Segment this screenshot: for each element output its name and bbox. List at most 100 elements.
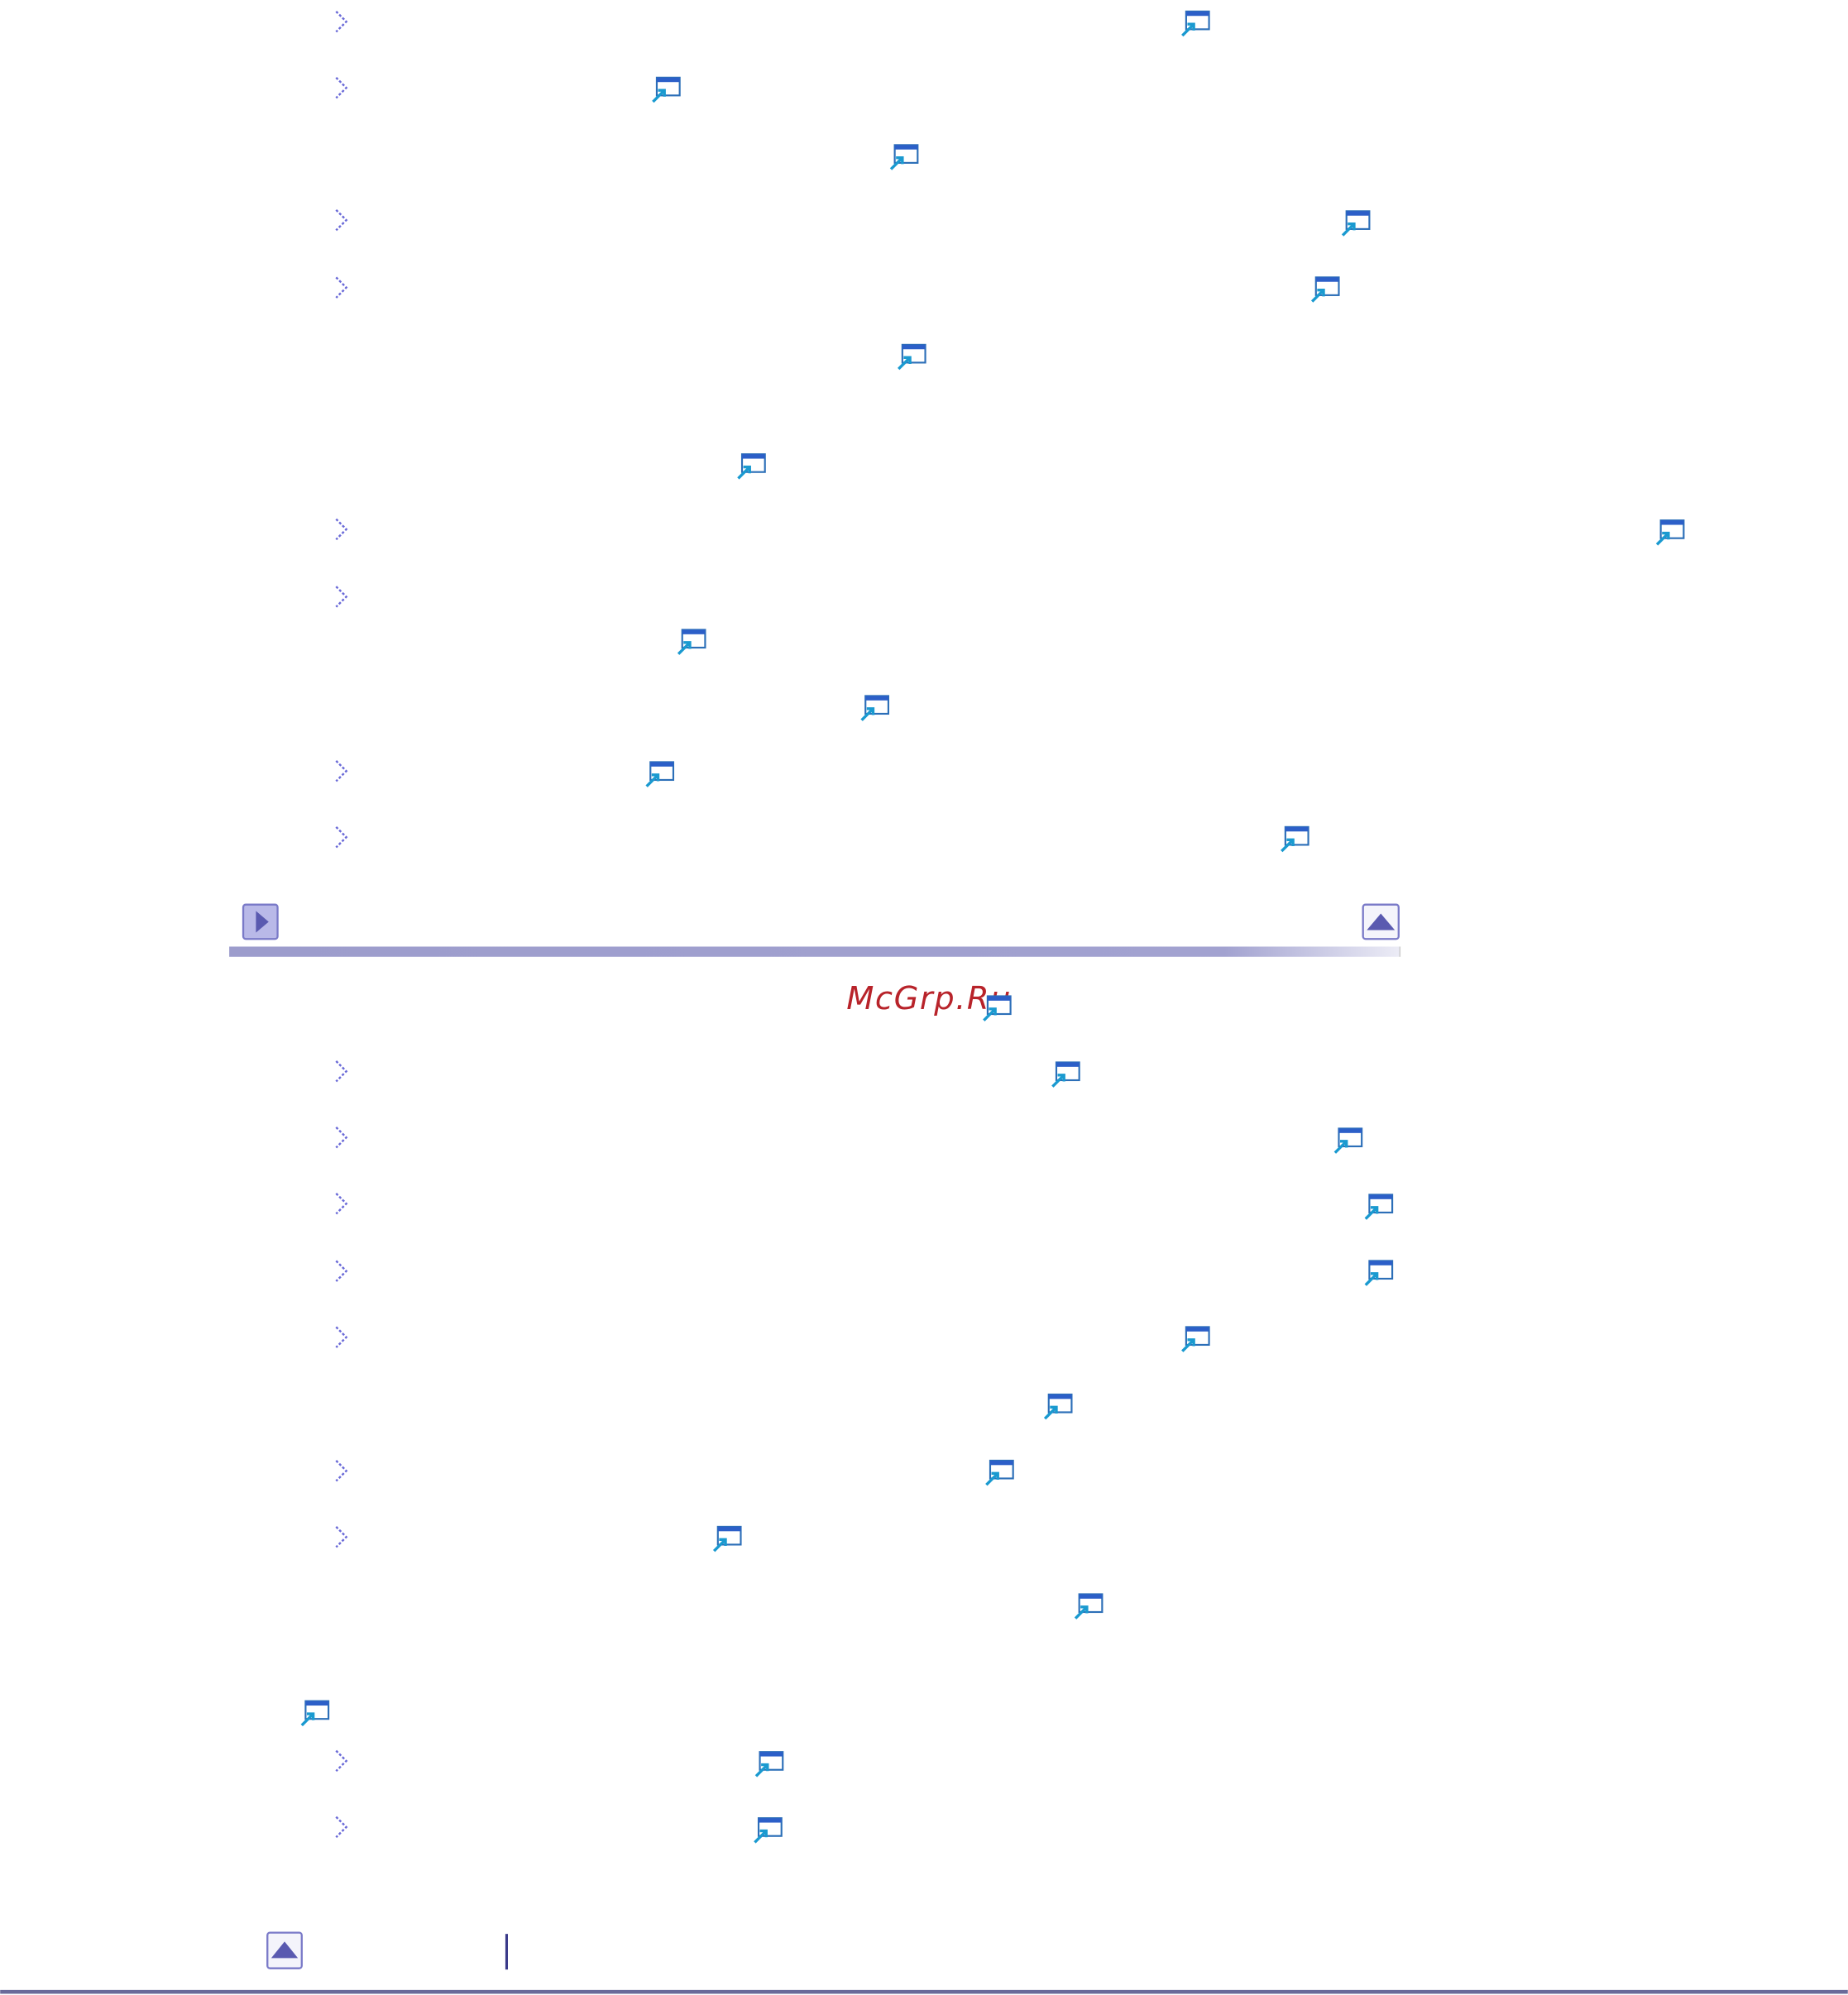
icon-arrow <box>1310 289 1325 303</box>
icon-arrow <box>677 641 692 655</box>
link-icon[interactable] <box>1281 825 1309 853</box>
link-icon[interactable] <box>1043 1393 1073 1420</box>
bullet-arrow <box>335 826 348 849</box>
icon-titlebar <box>1079 1594 1103 1599</box>
icon-arrow <box>300 1712 315 1727</box>
top-button[interactable] <box>1362 903 1400 940</box>
link-icon[interactable] <box>1333 1127 1363 1154</box>
icon-titlebar <box>1048 1394 1072 1399</box>
icon-arrow <box>1364 1206 1379 1220</box>
link-icon[interactable] <box>1074 1593 1104 1619</box>
icon-titlebar <box>1338 1128 1362 1133</box>
icon-arrow <box>1655 531 1670 546</box>
icon-titlebar <box>1185 1327 1209 1332</box>
link-icon[interactable] <box>677 629 706 655</box>
bullet-arrow <box>335 208 348 232</box>
next-button[interactable] <box>242 903 279 940</box>
bullet-arrow <box>335 1326 348 1348</box>
bullet-arrow <box>335 276 348 299</box>
icon-arrow <box>645 773 660 787</box>
icon-arrow <box>983 1007 997 1021</box>
icon-arrow <box>1341 222 1356 237</box>
bullet-arrow <box>335 1193 348 1215</box>
link-icon[interactable] <box>652 76 681 103</box>
link-icon[interactable] <box>1181 10 1210 37</box>
icon-arrow <box>889 156 904 170</box>
bullet-arrow <box>335 518 348 541</box>
icon-titlebar <box>1369 1194 1393 1199</box>
link-icon[interactable] <box>898 343 926 371</box>
link-icon[interactable] <box>1364 1194 1394 1220</box>
link-icon[interactable] <box>737 453 766 480</box>
link-icon[interactable] <box>754 1751 784 1777</box>
icon-titlebar <box>989 1460 1013 1466</box>
bullet-arrow <box>335 1816 348 1839</box>
icon-arrow <box>754 1829 768 1844</box>
bullet-arrow <box>335 1526 348 1548</box>
icon-arrow <box>652 89 666 103</box>
icon-titlebar <box>1346 211 1370 216</box>
icon-titlebar <box>656 77 680 83</box>
icon-titlebar <box>305 1701 329 1706</box>
bullet-arrow <box>335 1127 348 1149</box>
link-icon[interactable] <box>1310 276 1340 303</box>
link-icon[interactable] <box>860 695 890 721</box>
icon-titlebar <box>650 762 673 767</box>
link-icon[interactable] <box>754 1817 783 1844</box>
icon-titlebar <box>1315 277 1339 282</box>
icon-titlebar <box>902 344 926 350</box>
link-icon[interactable] <box>985 1459 1014 1486</box>
icon-arrow <box>860 707 875 721</box>
link-icon[interactable] <box>645 761 675 787</box>
icon-arrow <box>1364 1272 1379 1286</box>
bullet-arrow <box>335 10 348 33</box>
bullet-arrow <box>335 1260 348 1282</box>
icon-titlebar <box>1056 1062 1080 1067</box>
link-icon[interactable] <box>889 144 919 170</box>
icon-arrow <box>1074 1605 1089 1619</box>
icon-arrow <box>1181 1338 1195 1352</box>
icon-arrow <box>1333 1140 1348 1154</box>
separator-bar <box>229 946 1400 957</box>
icon-titlebar <box>717 1526 741 1532</box>
link-icon[interactable] <box>712 1525 742 1552</box>
top-button[interactable] <box>266 1931 303 1969</box>
icon-arrow <box>754 1763 769 1777</box>
icon-arrow <box>737 465 751 480</box>
watermark: McGrp.Ru <box>846 980 1012 1017</box>
icon-arrow <box>1051 1074 1065 1088</box>
icon-arrow <box>712 1538 727 1552</box>
icon-titlebar <box>894 145 918 150</box>
icon-titlebar <box>1660 520 1684 525</box>
link-icon[interactable] <box>1341 210 1371 237</box>
icon-titlebar <box>759 1818 782 1823</box>
icon-arrow <box>1043 1405 1058 1420</box>
bullet-arrow <box>335 76 348 99</box>
icon-titlebar <box>1369 1261 1393 1265</box>
link-icon[interactable] <box>300 1700 330 1727</box>
link-icon[interactable] <box>1364 1260 1394 1286</box>
icon-titlebar <box>759 1752 783 1757</box>
icon-titlebar <box>865 696 888 701</box>
link-icon[interactable] <box>1181 1326 1210 1352</box>
icon-arrow <box>898 356 912 371</box>
bullet-arrow <box>335 586 348 608</box>
link-icon[interactable] <box>983 995 1012 1021</box>
icon-titlebar <box>1185 11 1209 17</box>
bullet-arrow <box>335 1460 348 1482</box>
icon-titlebar <box>682 629 706 634</box>
icon-titlebar <box>987 996 1011 1001</box>
icon-titlebar <box>1285 826 1309 832</box>
icon-titlebar <box>742 454 765 459</box>
bullet-arrow <box>335 1749 348 1773</box>
link-icon[interactable] <box>1051 1061 1080 1088</box>
link-icon[interactable] <box>1655 519 1685 546</box>
icon-arrow <box>1281 838 1295 853</box>
icon-arrow <box>1181 22 1195 37</box>
bullet-arrow <box>335 1060 348 1083</box>
bullet-arrow <box>335 760 348 782</box>
icon-arrow <box>985 1471 999 1486</box>
